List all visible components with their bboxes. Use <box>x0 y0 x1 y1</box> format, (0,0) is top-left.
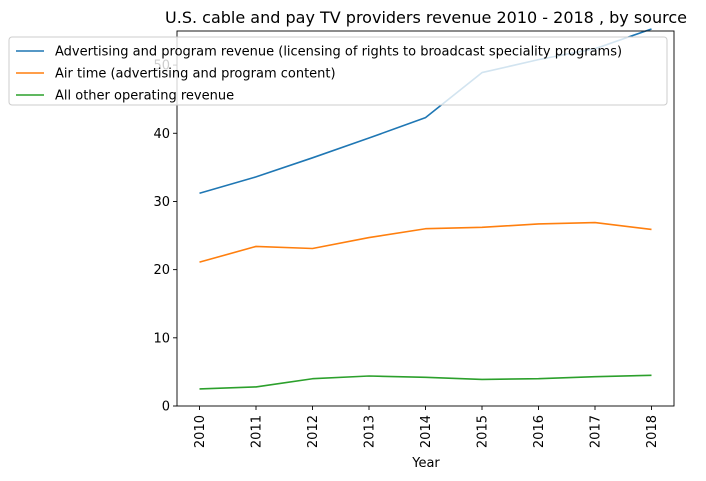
x-tick-label: 2014 <box>419 415 434 448</box>
y-tick-label: 20 <box>153 263 170 278</box>
x-tick-label: 2016 <box>532 415 547 448</box>
y-tick-label: 40 <box>153 127 170 142</box>
legend-box <box>8 36 668 106</box>
x-tick-label: 2010 <box>193 415 208 448</box>
y-tick-label: 30 <box>153 195 170 210</box>
x-tick-label: 2013 <box>363 415 378 448</box>
x-axis: 2010 2011 2012 2013 2014 2015 2016 2017 2018 <box>193 406 660 448</box>
series-line-2 <box>199 221 652 263</box>
legend-label-2: Air time (advertising and program conten… <box>55 67 336 82</box>
legend-label-1: Advertising and program revenue (licensi… <box>55 45 622 60</box>
x-tick-label: 2018 <box>645 415 660 448</box>
x-tick-label: 2012 <box>306 415 321 448</box>
series-line-3 <box>199 374 652 390</box>
x-axis-label: Year <box>411 456 440 471</box>
x-tick-label: 2015 <box>476 415 491 448</box>
legend: Advertising and program revenue (licensi… <box>8 36 668 106</box>
y-axis: 01020304050 <box>153 59 177 415</box>
chart-title: U.S. cable and pay TV providers revenue … <box>165 8 687 27</box>
legend-label-3: All other operating revenue <box>55 89 234 104</box>
y-tick-label: 10 <box>153 331 170 346</box>
x-tick-label: 2011 <box>250 415 265 448</box>
x-tick-label: 2017 <box>589 415 604 448</box>
y-tick-label: 0 <box>162 400 170 415</box>
